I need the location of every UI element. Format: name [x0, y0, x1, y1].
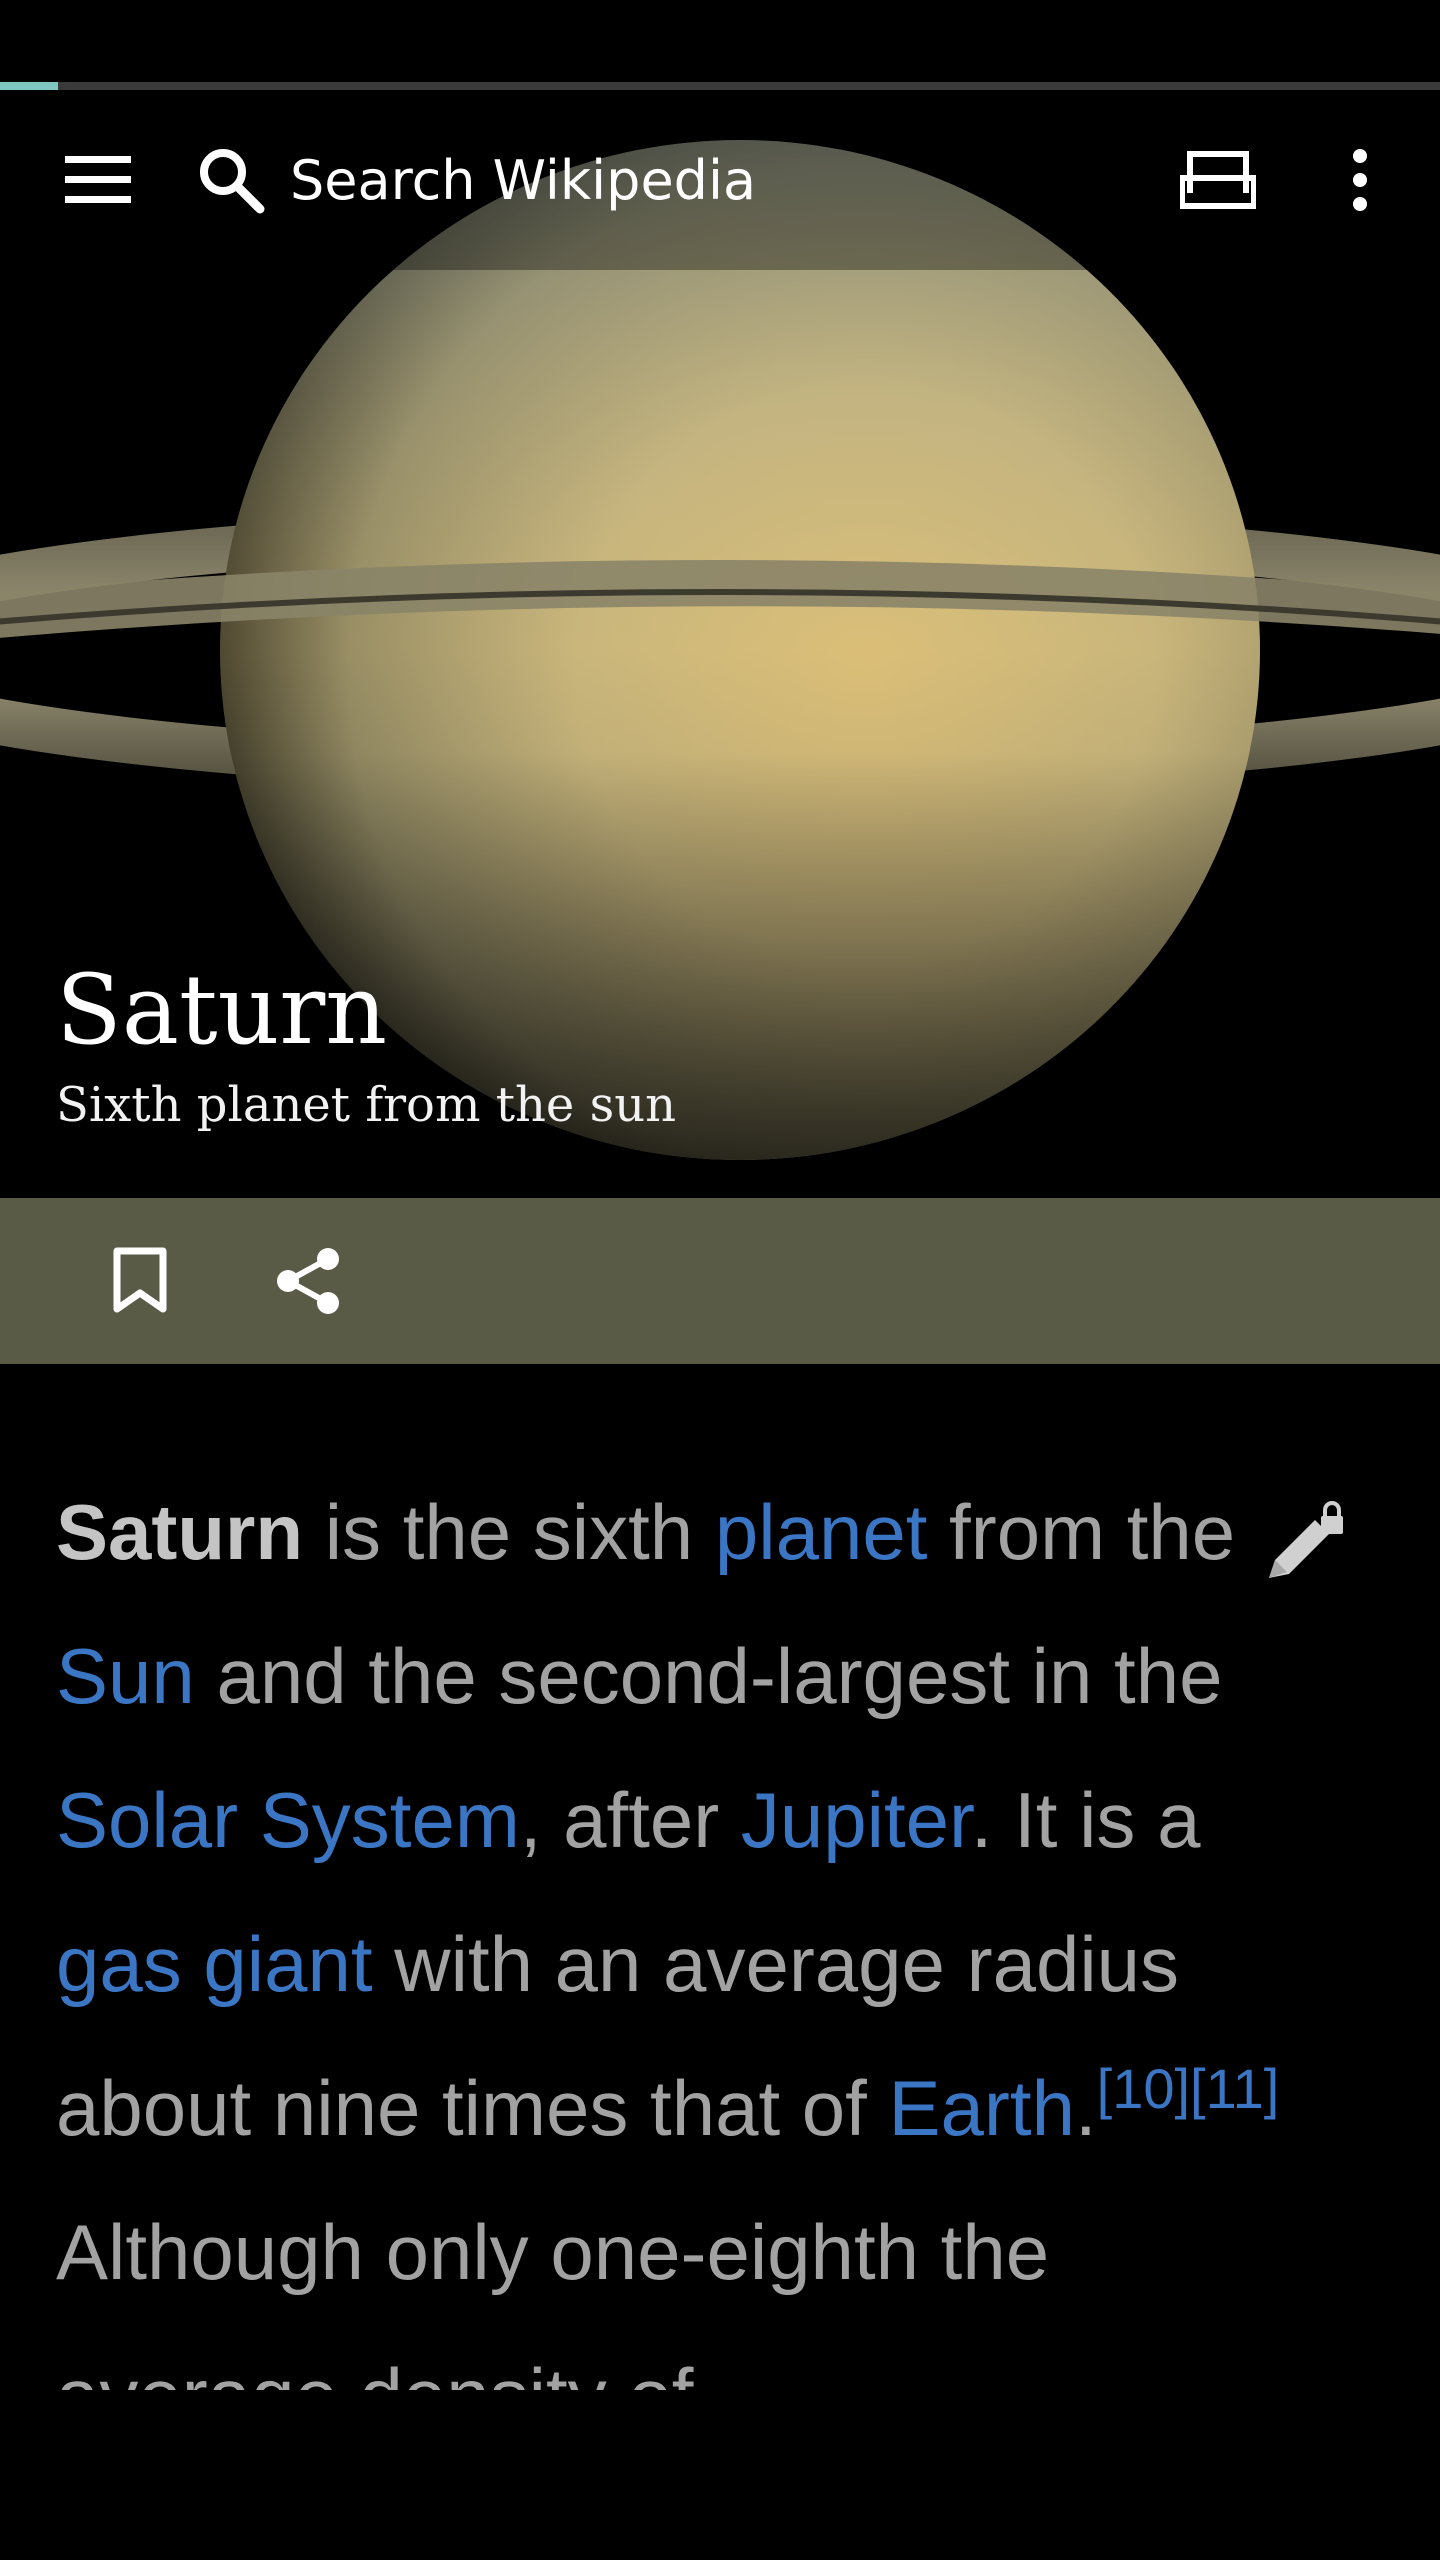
page-load-progress-fill: [0, 82, 58, 90]
page-load-progress: [0, 82, 1440, 90]
link-jupiter[interactable]: Jupiter: [740, 1776, 971, 1864]
top-toolbar: Search Wikipedia: [0, 90, 1440, 270]
search-input[interactable]: Search Wikipedia: [196, 130, 956, 230]
edit-lock-icon[interactable]: [1254, 1495, 1354, 1595]
link-sun[interactable]: Sun: [56, 1632, 195, 1720]
lead-paragraph: Saturn is the sixth planet from the Sun …: [56, 1488, 1280, 2390]
link-planet[interactable]: planet: [714, 1488, 928, 1576]
link-gas-giant[interactable]: gas giant: [56, 1920, 373, 2008]
search-placeholder: Search Wikipedia: [290, 148, 757, 212]
overflow-menu-icon[interactable]: [1310, 130, 1410, 230]
menu-icon[interactable]: [40, 130, 156, 230]
reference-10[interactable]: [10]: [1096, 2057, 1191, 2120]
reference-11[interactable]: [11]: [1190, 2057, 1280, 2120]
link-earth[interactable]: Earth: [888, 2064, 1075, 2152]
bold-term: Saturn: [56, 1488, 304, 1576]
saturn-image: [0, 90, 1440, 1198]
article-content: Saturn is the sixth planet from the Sun …: [56, 1460, 1346, 2390]
page-description: Sixth planet from the sun: [56, 1077, 677, 1133]
link-solar-system[interactable]: Solar System: [56, 1776, 520, 1864]
share-icon[interactable]: [258, 1231, 358, 1331]
bookmark-icon[interactable]: [90, 1231, 190, 1331]
search-icon: [200, 149, 265, 214]
page-title: Saturn: [56, 954, 388, 1066]
article-action-bar: [0, 1198, 1440, 1364]
article-header: Saturn Sixth planet from the sun: [56, 955, 1356, 1133]
tabs-icon[interactable]: [1160, 130, 1276, 230]
